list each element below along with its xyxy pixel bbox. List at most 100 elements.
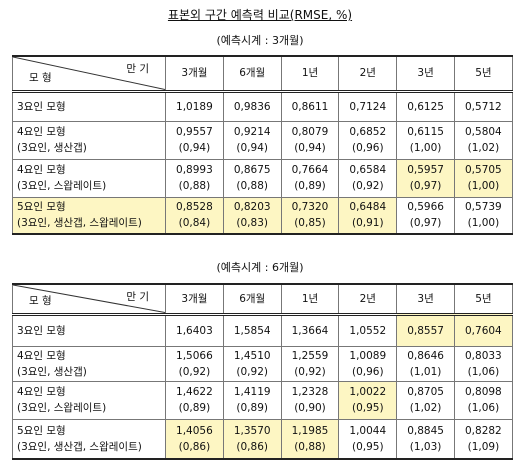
rmse-value: 1,4056 (176, 424, 213, 437)
ratio-value: (0,92) (178, 365, 211, 378)
value-cell: 1,2559 (0,92) (280, 345, 340, 382)
ratio-value: (1,06) (467, 365, 500, 378)
ratio-value: (0,92) (352, 180, 384, 192)
value-cell: 0,8611 (280, 90, 340, 122)
value-cell: 0,8098 (1,06) (453, 380, 513, 420)
rmse-value: 1,0022 (349, 386, 387, 398)
value-cell: 0,8845 (1,03) (396, 418, 455, 460)
rmse-value: 0,6584 (349, 164, 387, 176)
value-cell: 0,8033 (1,06) (453, 345, 513, 382)
row-label: 4요인 모형 (3요인, 스왑레이트) (12, 158, 166, 198)
label-line: 5요인 모형 (17, 201, 66, 214)
rmse-value: 0,8033 (465, 349, 502, 362)
ratio-value: (0,89) (294, 180, 326, 192)
diagonal (13, 285, 165, 313)
ratio-value: (0,90) (294, 402, 326, 414)
value-cell: 0,6584 (0,92) (338, 158, 398, 198)
value-cell: 1,6403 (165, 313, 224, 347)
data-row: 5요인 모형 (3요인, 생산갭, 스왑레이트) 1,4056 (0,86) 1,357… (12, 418, 513, 460)
rmse-value: 0,8611 (291, 100, 329, 113)
ratio-value: (0,96) (352, 142, 384, 154)
title: 표본외 구간 예측력 비교(RMSE, %) (167, 8, 353, 22)
rmse-value: 0,8646 (407, 349, 444, 362)
rmse-value: 0,8528 (176, 201, 213, 214)
rmse-value: 0,6852 (349, 126, 387, 138)
value-cell: 0,5739 (1,00) (453, 196, 513, 235)
value-cell: 0,8675 (0,88) (222, 158, 282, 198)
value-cell: 0,6125 (396, 90, 455, 122)
value-cell: 1,2328 (0,90) (280, 380, 340, 420)
rmse-value: 0,9214 (233, 126, 271, 138)
rmse-value: 0,5804 (465, 126, 502, 138)
maturity-header: 만 기 (126, 291, 149, 303)
row-label: 4요인 모형 (3요인, 생산갭) (12, 345, 166, 382)
rmse-value: 1,5854 (233, 324, 271, 337)
diagonal (13, 57, 165, 90)
rmse-value: 0,5966 (407, 201, 444, 214)
ratio-value: (0,88) (294, 440, 326, 453)
label-line: 4요인 모형 (17, 126, 66, 138)
data-row: 4요인 모형 (3요인, 생산갭) 0,9557 (0,94) 0,9214 (0,94)… (12, 120, 513, 160)
value-cell: 0,6484 (0,91) (338, 196, 398, 235)
value-cell: 1,0089 (0,96) (338, 345, 398, 382)
maturity-header: 만 기 (126, 63, 149, 75)
data-row: 5요인 모형 (3요인, 생산갭, 스왑레이트) 0,8528 (0,84) 0,820… (12, 196, 513, 235)
ratio-value: (0,92) (236, 365, 268, 378)
label-line: 4요인 모형 (17, 349, 66, 362)
value-cell: 1,4622 (0,89) (165, 380, 224, 420)
column-header: 3개월 (165, 283, 224, 316)
value-cell: 0,6115 (1,00) (396, 120, 455, 160)
rmse-value: 0,8675 (233, 164, 271, 176)
rmse-value: 1,1985 (291, 424, 329, 437)
column-header: 6개월 (222, 283, 282, 316)
row-label: 5요인 모형 (3요인, 생산갭, 스왑레이트) (12, 196, 166, 235)
value-cell: 1,3570 (0,86) (222, 418, 282, 460)
row-label: 5요인 모형 (3요인, 생산갭, 스왑레이트) (12, 418, 166, 460)
data-table: 모 형 만 기 3개월 6개월 1년 2년 3년 5년 3요인 모형 1,6403 1,5854 1,… (12, 283, 513, 460)
rmse-value: 0,8993 (176, 164, 213, 176)
rmse-value: 0,8557 (407, 324, 444, 337)
value-cell: 0,7664 (0,89) (280, 158, 340, 198)
ratio-value: (0,88) (236, 180, 268, 192)
value-cell: 0,8705 (1,02) (396, 380, 455, 420)
column-header: 5년 (453, 55, 513, 93)
ratio-value: (0,91) (352, 217, 384, 230)
rmse-value: 0,7124 (349, 100, 387, 113)
ratio-value: (0,88) (178, 180, 211, 192)
rmse-value: 1,2559 (291, 349, 329, 362)
column-header: 1년 (280, 283, 340, 316)
ratio-value: (1,06) (467, 402, 500, 414)
ratio-value: (0,96) (352, 365, 384, 378)
model-header: 모 형 (29, 294, 52, 307)
column-header: 1년 (280, 55, 340, 93)
rmse-value: 0,8203 (233, 201, 271, 214)
ratio-value: (1,00) (409, 142, 442, 154)
value-cell: 0,9557 (0,94) (165, 120, 224, 160)
label-line: 4요인 모형 (17, 164, 66, 176)
value-cell: 0,7320 (0,85) (280, 196, 340, 235)
value-cell: 0,6852 (0,96) (338, 120, 398, 160)
rmse-value: 0,8098 (465, 386, 502, 398)
rmse-value: 1,0189 (176, 100, 213, 113)
ratio-value: (0,85) (294, 217, 326, 230)
value-cell: 1,4056 (0,86) (165, 418, 224, 460)
rmse-value: 0,9557 (176, 126, 213, 138)
ratio-value: (0,95) (352, 402, 384, 414)
data-row: 3요인 모형 1,0189 0,9836 0,8611 0,7124 0,6125 0,57… (12, 90, 513, 122)
ratio-value: (0,97) (409, 217, 442, 230)
ratio-value: (1,09) (467, 440, 500, 453)
column-header: 2년 (338, 283, 398, 316)
data-row: 4요인 모형 (3요인, 스왑레이트) 0,8993 (0,88) 0,8675 (0,8… (12, 158, 513, 198)
rmse-value: 0,7320 (291, 201, 329, 214)
ratio-value: (1,03) (409, 440, 442, 453)
table-caption: (예측시계 : 3개월) (216, 34, 304, 47)
ratio-value: (1,02) (467, 142, 500, 154)
label-line: (3요인, 스왑레이트) (17, 180, 107, 192)
ratio-value: (0,86) (236, 440, 268, 453)
ratio-value: (0,94) (294, 142, 326, 154)
data-table: 모 형 만 기 3개월 6개월 1년 2년 3년 5년 3요인 모형 1,0189 0,9836 0,… (12, 55, 513, 235)
row-label: 4요인 모형 (3요인, 스왑레이트) (12, 380, 166, 420)
label-line: (3요인, 생산갭, 스왑레이트) (17, 217, 142, 230)
